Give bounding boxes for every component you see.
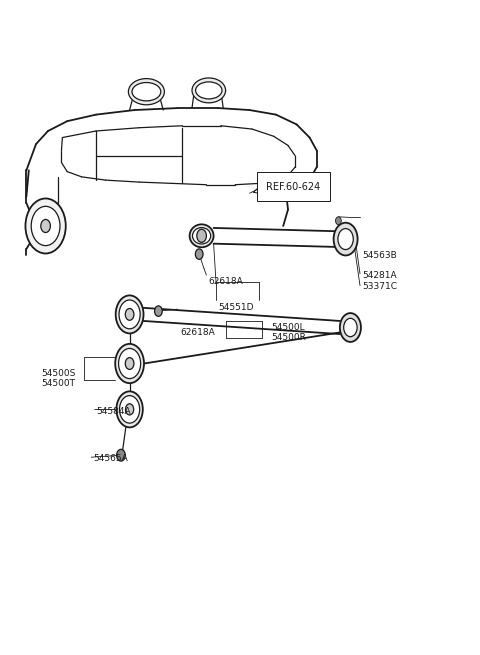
Circle shape — [195, 249, 203, 259]
Ellipse shape — [192, 78, 226, 103]
Text: 54565A: 54565A — [94, 454, 128, 463]
Circle shape — [41, 219, 50, 233]
Text: 54500T: 54500T — [41, 379, 75, 388]
Circle shape — [344, 318, 357, 337]
Circle shape — [117, 449, 125, 461]
Circle shape — [340, 313, 361, 342]
Text: 54281A: 54281A — [362, 271, 397, 280]
Text: 54500R: 54500R — [271, 333, 306, 343]
Ellipse shape — [119, 348, 141, 379]
Ellipse shape — [117, 392, 143, 427]
Ellipse shape — [190, 224, 214, 247]
Ellipse shape — [119, 300, 140, 329]
Circle shape — [338, 229, 353, 250]
Ellipse shape — [120, 396, 140, 423]
Text: 54551D: 54551D — [218, 303, 254, 312]
Circle shape — [334, 223, 358, 255]
Circle shape — [31, 206, 60, 246]
Ellipse shape — [129, 79, 164, 105]
Ellipse shape — [126, 403, 134, 415]
Text: 54500S: 54500S — [41, 369, 75, 378]
Circle shape — [25, 198, 66, 253]
Text: 62618A: 62618A — [209, 277, 243, 286]
Circle shape — [197, 229, 206, 242]
Circle shape — [336, 217, 341, 225]
Text: 62618A: 62618A — [180, 328, 215, 337]
Text: 54500L: 54500L — [271, 323, 305, 332]
Ellipse shape — [125, 358, 134, 369]
Ellipse shape — [192, 227, 211, 244]
Ellipse shape — [196, 82, 222, 99]
Text: REF.60-624: REF.60-624 — [266, 181, 321, 192]
Circle shape — [155, 306, 162, 316]
Ellipse shape — [132, 83, 161, 101]
Text: 54563B: 54563B — [362, 251, 397, 260]
Text: 53371C: 53371C — [362, 282, 397, 291]
Text: 54584A: 54584A — [96, 407, 131, 416]
Ellipse shape — [125, 309, 134, 320]
Ellipse shape — [115, 344, 144, 383]
Ellipse shape — [116, 295, 144, 333]
